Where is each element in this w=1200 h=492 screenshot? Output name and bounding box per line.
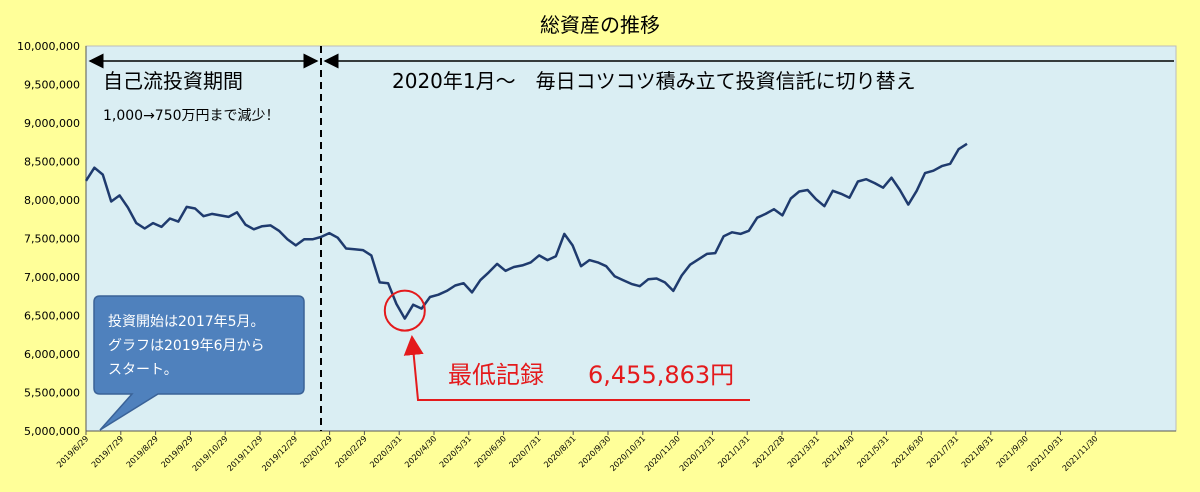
x-tick-label: 2019/11/29 (225, 434, 264, 473)
period1-label: 自己流投資期間 (103, 69, 243, 93)
x-tick-label: 2021/1/31 (716, 434, 751, 469)
y-tick-label: 5,000,000 (24, 425, 80, 438)
y-tick-label: 8,500,000 (24, 156, 80, 169)
x-tick-label: 2021/5/31 (855, 434, 890, 469)
y-tick-label: 10,000,000 (17, 40, 80, 53)
x-tick-label: 2020/11/30 (643, 434, 682, 473)
x-tick-label: 2021/10/31 (1026, 434, 1065, 473)
x-tick-label: 2019/7/29 (90, 434, 125, 469)
callout-line-1: 投資開始は2017年5月。 (108, 314, 265, 330)
x-tick-label: 2021/9/30 (995, 434, 1030, 469)
series-line (84, 142, 968, 320)
x-tick-label: 2021/8/31 (960, 434, 995, 469)
callout-bubble (93, 295, 305, 431)
x-tick-label: 2019/9/29 (159, 434, 194, 469)
minimum-highlight-circle (383, 289, 426, 332)
x-tick-label: 2021/7/31 (925, 434, 960, 469)
minimum-value: 6,455,863円 (588, 361, 734, 389)
x-tick-label: 2019/12/29 (260, 434, 299, 473)
x-tick-label: 2021/4/30 (821, 434, 856, 469)
x-tick-label: 2019/6/29 (55, 434, 90, 469)
y-tick-label: 8,000,000 (24, 194, 80, 207)
x-tick-label: 2021/6/30 (890, 434, 925, 469)
y-tick-label: 6,000,000 (24, 348, 80, 361)
x-tick-label: 2021/3/31 (786, 434, 821, 469)
y-tick-label: 6,500,000 (24, 310, 80, 323)
minimum-label: 最低記録 (448, 361, 544, 389)
y-tick-label: 9,500,000 (24, 79, 80, 92)
callout-line-2: グラフは2019年6月から (108, 338, 265, 354)
x-tick-label: 2021/11/30 (1061, 434, 1100, 473)
x-tick-label: 2021/2/28 (751, 434, 786, 469)
y-tick-label: 5,500,000 (24, 387, 80, 400)
x-tick-label: 2020/9/30 (577, 434, 612, 469)
x-tick-label: 2020/4/30 (403, 434, 438, 469)
x-tick-label: 2020/10/31 (608, 434, 647, 473)
minimum-arrow (403, 335, 750, 401)
x-tick-label: 2019/10/29 (191, 434, 230, 473)
period2-label: 2020年1月～ 毎日コツコツ積み立て投資信託に切り替え (392, 69, 916, 93)
y-tick-label: 7,000,000 (24, 271, 80, 284)
x-tick-label: 2020/3/31 (368, 434, 403, 469)
y-tick-label: 7,500,000 (24, 233, 80, 246)
chart-title: 総資産の推移 (540, 13, 660, 37)
callout-line-3: スタート。 (108, 362, 178, 378)
x-tick-label: 2020/6/30 (473, 434, 508, 469)
x-tick-label: 2020/2/29 (333, 434, 368, 469)
x-tick-label: 2019/8/29 (125, 434, 160, 469)
x-tick-label: 2020/8/31 (542, 434, 577, 469)
x-tick-label: 2020/7/31 (507, 434, 542, 469)
y-tick-label: 9,000,000 (24, 117, 80, 130)
x-tick-label: 2020/1/29 (299, 434, 334, 469)
x-tick-label: 2020/5/31 (438, 434, 473, 469)
x-tick-label: 2020/12/31 (678, 434, 717, 473)
period1-note: 1,000→750万円まで減少！ (103, 107, 280, 124)
